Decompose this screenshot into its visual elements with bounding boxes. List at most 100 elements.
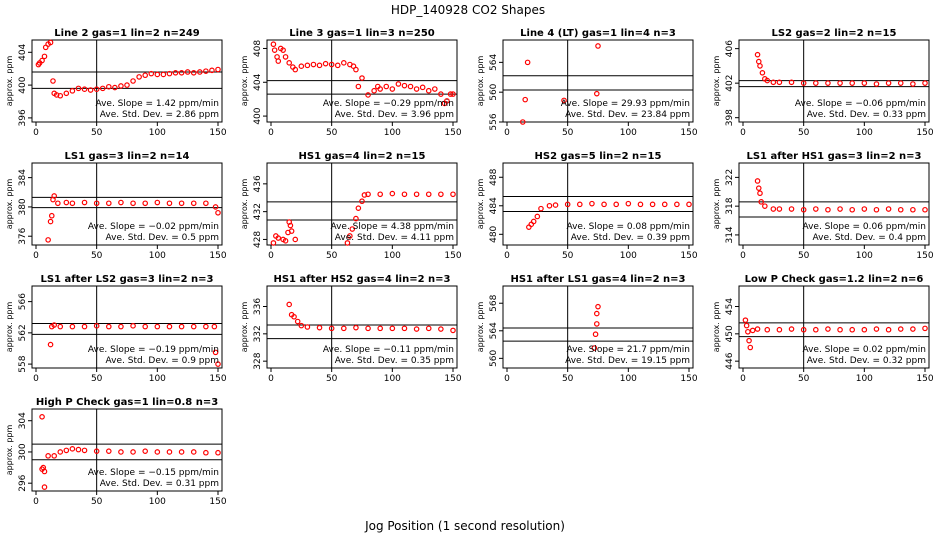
- data-point: [849, 80, 856, 86]
- data-point: [534, 213, 541, 220]
- x-tick-label: 50: [798, 251, 810, 261]
- data-point: [837, 326, 843, 333]
- y-tick-label: 384: [18, 169, 28, 186]
- data-point: [178, 449, 185, 455]
- data-point: [365, 325, 371, 332]
- data-point: [365, 191, 371, 198]
- panel-7: HS2 gas=5 lin=2 n=15 0 50 100 150 480 484 488 ap…: [476, 151, 698, 261]
- data-point: [593, 90, 600, 97]
- data-point: [130, 323, 136, 329]
- x-tick-label: 0: [33, 497, 39, 507]
- data-point: [304, 324, 311, 330]
- data-point: [51, 193, 58, 199]
- data-point: [552, 202, 559, 208]
- data-point: [292, 236, 299, 243]
- x-tick-label: 0: [33, 251, 39, 261]
- data-point: [649, 201, 656, 208]
- data-point: [215, 66, 221, 73]
- data-point: [401, 191, 408, 198]
- data-point: [922, 325, 928, 332]
- data-point: [197, 69, 203, 75]
- data-point: [546, 202, 553, 209]
- data-point: [353, 215, 359, 222]
- figure-xlabel: Jog Position (1 second resolution): [364, 519, 565, 533]
- y-axis-label: approx. ppm: [5, 302, 14, 353]
- x-tick-label: 150: [916, 128, 933, 138]
- data-point: [897, 206, 904, 213]
- plot-frame: [738, 285, 930, 369]
- panel-12: Low P Check gas=1.2 lin=2 n=6 0 50 100 150 44…: [712, 274, 934, 384]
- data-point: [215, 449, 221, 456]
- y-axis-label: approx. ppm: [240, 56, 249, 107]
- data-point: [589, 200, 595, 207]
- std-annotation: Ave. Std. Dev. = 0.35 ppm: [335, 356, 454, 366]
- data-point: [47, 341, 54, 348]
- x-tick-label: 0: [740, 251, 746, 261]
- data-point: [538, 205, 544, 212]
- panel-title: HS2 gas=5 lin=2 n=15: [535, 151, 662, 162]
- data-point: [310, 61, 317, 68]
- panel-title: Low P Check gas=1.2 lin=2 n=6: [745, 274, 924, 285]
- data-point: [776, 79, 783, 86]
- plot-frame: [31, 162, 223, 246]
- y-tick-label: 564: [489, 54, 499, 71]
- data-point: [593, 310, 600, 317]
- std-annotation: Ave. Std. Dev. = 23.84 ppm: [565, 110, 690, 120]
- data-point: [800, 80, 807, 86]
- data-point: [45, 453, 51, 459]
- x-tick-label: 100: [149, 251, 166, 261]
- slope-annotation: Ave. Slope = 0.02 ppm/min: [802, 345, 926, 355]
- data-point: [359, 198, 365, 205]
- data-point: [328, 61, 335, 68]
- slope-annotation: Ave. Slope = 29.93 ppm/min: [561, 99, 690, 109]
- data-point: [63, 199, 70, 206]
- x-tick-label: 150: [444, 128, 461, 138]
- data-point: [275, 235, 282, 241]
- data-point: [389, 325, 396, 332]
- slope-annotation: Ave. Slope = −0.02 ppm/min: [88, 222, 219, 232]
- data-point: [118, 323, 124, 330]
- data-point: [788, 326, 795, 332]
- x-tick-label: 150: [209, 128, 226, 138]
- data-point: [762, 203, 768, 209]
- data-point: [203, 200, 209, 207]
- data-point: [450, 327, 456, 334]
- data-point: [401, 82, 408, 89]
- panel-5: LS1 gas=3 lin=2 n=14 0 50 100 150 376 380 384 ap…: [5, 151, 227, 261]
- data-point: [861, 206, 868, 212]
- y-tick-label: 432: [253, 203, 263, 220]
- data-point: [106, 448, 112, 454]
- panel-13: High P Check gas=1 lin=0.8 n=3 0 50 100 150 2…: [5, 397, 227, 507]
- data-point: [419, 84, 426, 91]
- y-tick-label: 480: [489, 225, 499, 242]
- data-point: [371, 87, 377, 94]
- data-point: [764, 326, 771, 333]
- y-tick-label: 328: [253, 352, 263, 369]
- plot-frame: [502, 285, 694, 369]
- data-point: [212, 349, 219, 356]
- std-annotation: Ave. Std. Dev. = 2.86 ppm: [100, 110, 219, 120]
- y-axis-label: approx. ppm: [5, 179, 14, 230]
- x-tick-label: 100: [620, 128, 637, 138]
- y-tick-label: 564: [489, 322, 499, 339]
- data-point: [160, 71, 167, 78]
- slope-annotation: Ave. Slope = 21.7 ppm/min: [566, 345, 690, 355]
- data-point: [524, 59, 531, 66]
- x-tick-label: 0: [268, 251, 274, 261]
- data-point: [106, 83, 112, 90]
- data-point: [81, 86, 88, 93]
- data-point: [166, 323, 173, 330]
- plot-frame: [502, 162, 694, 246]
- x-tick-label: 50: [91, 374, 103, 384]
- data-point: [885, 80, 892, 86]
- x-tick-label: 100: [856, 128, 873, 138]
- data-point: [118, 83, 124, 89]
- data-point: [745, 328, 751, 335]
- x-tick-label: 0: [740, 374, 746, 384]
- data-point: [770, 79, 777, 86]
- data-point: [118, 199, 124, 206]
- plot-frame: [31, 285, 223, 369]
- x-tick-label: 100: [856, 251, 873, 261]
- data-point: [178, 323, 185, 330]
